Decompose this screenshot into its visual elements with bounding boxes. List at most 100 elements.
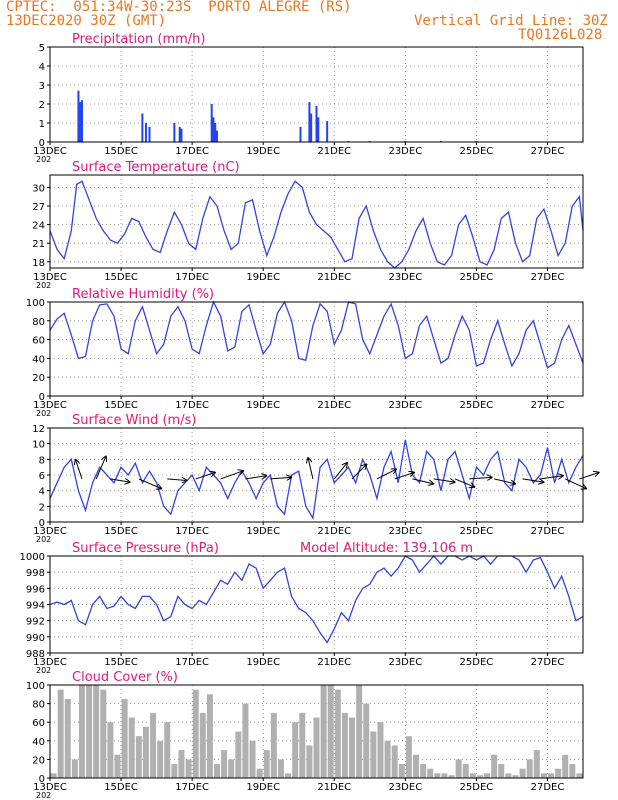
panel-3-year-label: 202 (36, 409, 51, 418)
panel-6-frame (49, 684, 584, 779)
panel-6-bar (299, 712, 306, 778)
panel-1-ytick-label: 1 (39, 119, 45, 130)
panel-5-xtick-label: 17DEC (175, 657, 209, 668)
panel-6-ytick-label: 60 (32, 718, 45, 729)
panel-6-bar (398, 764, 405, 778)
panel-5-ytick-label: 996 (26, 584, 45, 595)
panel-1-bar (148, 126, 151, 142)
panel-6-ytick-label: 80 (32, 700, 45, 711)
panel-6-bar (434, 773, 441, 778)
panel-3-ytick-label: 80 (32, 317, 45, 328)
panel-1-bar (310, 113, 313, 142)
panel-1-xtick-label: 23DEC (388, 146, 422, 157)
panel-1-ytick-label: 3 (39, 81, 45, 92)
panel-6-bar (420, 764, 427, 778)
panel-1-ytick-label: 0 (39, 138, 45, 149)
panel-6-bar (363, 703, 370, 778)
panel-3-xtick-label: 21DEC (317, 400, 351, 411)
wind-arrow (270, 477, 291, 479)
panel-6-xtick-label: 17DEC (175, 782, 209, 793)
panel-1-bar (77, 90, 80, 142)
panel-6-bar (448, 775, 455, 778)
panel-1-xtick-label: 25DEC (460, 146, 494, 157)
panel-4-xtick-label: 19DEC (246, 526, 280, 537)
panel-1-bar (299, 126, 302, 142)
panel-6-bar (320, 685, 327, 778)
panel-6-bar (519, 768, 526, 778)
panel-1-bar (80, 100, 83, 142)
panel-2-year-label: 202 (36, 281, 51, 290)
panel-4-xtick-label: 25DEC (460, 526, 494, 537)
wind-arrow (138, 478, 161, 489)
panel-6-bar (327, 685, 334, 778)
panel-5-year-label: 202 (36, 666, 51, 675)
panel-2-xtick-label: 15DEC (104, 272, 138, 283)
panel-6-bar (548, 773, 555, 778)
panel-6-bar (540, 773, 547, 778)
panel-4-xtick-label: 15DEC (104, 526, 138, 537)
panel-1-xtick-label: 27DEC (531, 146, 565, 157)
panel-5-xtick-label: 21DEC (317, 657, 351, 668)
wind-arrow (195, 473, 215, 480)
panel-1-xtick-label: 21DEC (317, 146, 351, 157)
panel-2-xtick-label: 13DEC (33, 272, 67, 283)
panel-5-xtick-label: 15DEC (104, 657, 138, 668)
panel-6-xtick-label: 21DEC (317, 782, 351, 793)
panel-2-ytick-label: 21 (32, 239, 45, 250)
panel-6-bar (150, 712, 157, 778)
panel-6-bar (57, 689, 64, 778)
model-code: TQ0126L028 (518, 27, 603, 43)
panel-6-bar (498, 764, 505, 778)
panel-6-bar (235, 731, 242, 778)
panel-6-bar (569, 764, 576, 778)
panel-2-frame (49, 174, 584, 269)
panel-5-ytick-label: 990 (26, 633, 45, 644)
panel-6-bar (512, 775, 519, 778)
panel-6-xtick-label: 13DEC (33, 782, 67, 793)
wind-arrow (110, 479, 129, 482)
panel-3-ytick-label: 60 (32, 336, 45, 347)
panel-1-bar (180, 128, 183, 142)
panel-6-xtick-label: 23DEC (388, 782, 422, 793)
panel-6-bar (100, 689, 107, 778)
panel-6-bar (242, 703, 249, 778)
panel-1-bar (212, 117, 215, 142)
panel-1-bar (216, 130, 219, 142)
panel-6-xtick-label: 19DEC (246, 782, 280, 793)
panel-6-bar (526, 759, 533, 778)
panel-2-ytick-label: 18 (32, 258, 45, 269)
panel-5-ytick-label: 994 (26, 601, 45, 612)
grid-note: Vertical Grid Line: 30Z (414, 13, 608, 29)
panel-3-ytick-label: 40 (32, 354, 45, 365)
panel-1-bar (79, 102, 82, 142)
panel-5-ytick-label: 1000 (20, 552, 45, 563)
panel-6-bar (256, 768, 263, 778)
panel-2-title: Surface Temperature (nC) (72, 160, 240, 175)
panel-6-year-label: 202 (36, 791, 51, 800)
station-header: CPTEC: 051:34W-30:23S PORTO ALEGRE (RS) (6, 0, 352, 15)
wind-arrow (394, 473, 414, 480)
wind-arrow (412, 478, 433, 484)
panel-6-bar (285, 773, 292, 778)
panel-3-xtick-label: 27DEC (531, 400, 565, 411)
panel-6-bar (533, 750, 540, 778)
panel-6-bar (562, 754, 569, 778)
panel-6-xtick-label: 15DEC (104, 782, 138, 793)
panel-6-ytick-label: 0 (39, 774, 45, 785)
panel-5-xtick-label: 25DEC (460, 657, 494, 668)
panel-5-series-line (49, 555, 584, 644)
panel-6-bar (334, 689, 341, 778)
panel-6-bar (356, 685, 363, 778)
panel-6-bar (142, 726, 149, 778)
panel-3-title: Relative Humidity (%) (72, 287, 214, 302)
panel-4-xtick-label: 23DEC (388, 526, 422, 537)
panel-6-bar (50, 773, 57, 778)
panel-5-title: Surface Pressure (hPa) (72, 541, 219, 556)
panel-3-ytick-label: 0 (39, 392, 45, 403)
panel-1-ytick-label: 5 (39, 43, 45, 54)
panel-6-bar (484, 773, 491, 778)
panel-1-frame (49, 46, 584, 143)
panel-4-ytick-label: 2 (39, 502, 45, 513)
panel-6-bar (455, 759, 462, 778)
panel-3-ytick-label: 20 (32, 373, 45, 384)
